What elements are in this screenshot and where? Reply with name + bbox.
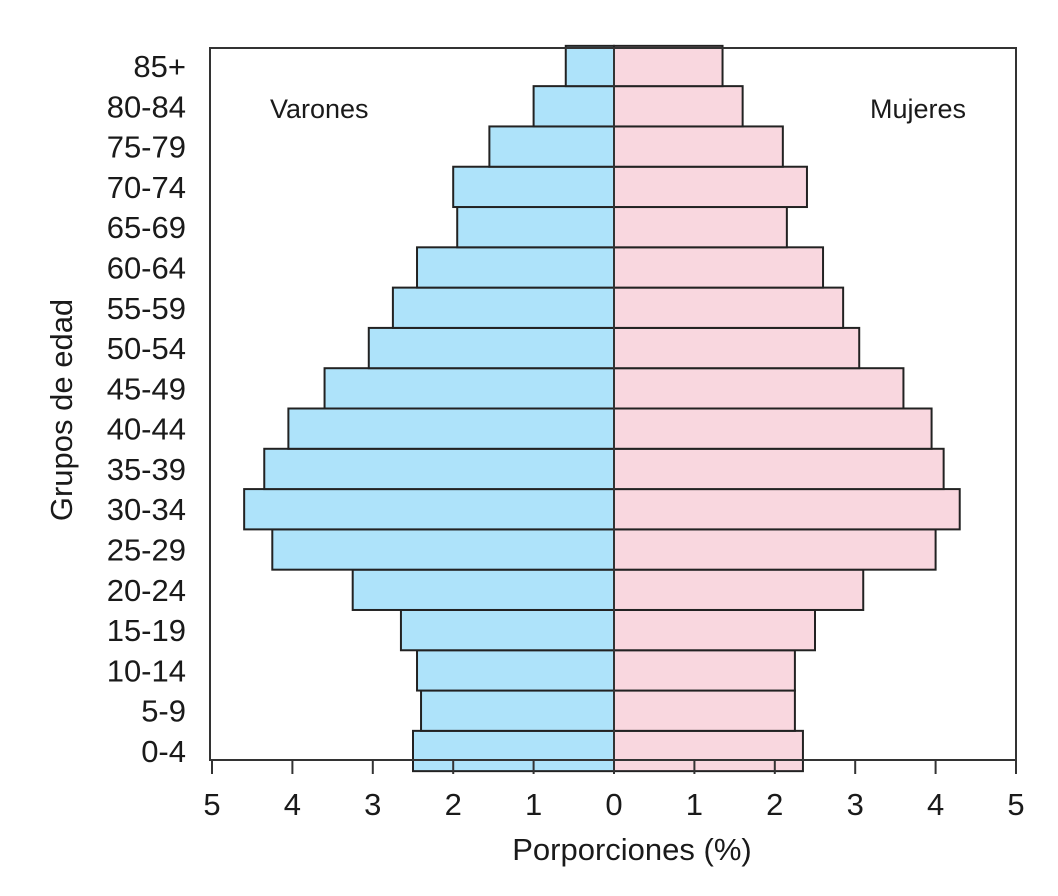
bar-mujeres-75-79 [613, 125, 784, 168]
y-tick-label: 65-69 [107, 210, 186, 245]
bar-mujeres-70-74 [613, 165, 808, 209]
bar-mujeres-80-84 [613, 85, 744, 128]
bar-varones-20-24 [351, 568, 615, 611]
y-tick-label: 20-24 [107, 573, 186, 608]
x-tick-label: 2 [445, 787, 462, 822]
bar-mujeres-10-14 [613, 649, 796, 692]
x-tick-label: 3 [364, 787, 381, 822]
x-tick-label: 4 [927, 787, 944, 822]
legend-label-varones: Varones [270, 94, 369, 124]
bar-varones-10-14 [416, 649, 615, 692]
y-tick-label: 80-84 [107, 89, 186, 124]
y-tick-label: 25-29 [107, 533, 186, 568]
y-tick-label: 75-79 [107, 130, 186, 165]
bar-varones-50-54 [367, 326, 615, 370]
x-tick-label: 3 [847, 787, 864, 822]
x-tick-label: 4 [284, 787, 301, 822]
y-tick-label: 70-74 [107, 170, 186, 205]
y-tick-label: 50-54 [107, 331, 186, 366]
y-tick-label: 10-14 [107, 653, 186, 688]
y-tick-label: 55-59 [107, 291, 186, 326]
y-tick-label: 30-34 [107, 492, 186, 527]
bar-varones-5-9 [420, 689, 616, 732]
y-axis-label: Grupos de edad [44, 299, 79, 521]
bar-varones-70-74 [452, 165, 616, 209]
x-ticks: 5 4 3 2 1 0 1 2 3 4 5 [203, 760, 1025, 822]
bar-mujeres-20-24 [613, 568, 865, 611]
x-axis-label: Porporciones (%) [512, 832, 751, 867]
y-tick-label: 60-64 [107, 250, 186, 285]
y-tick-label: 40-44 [107, 412, 186, 447]
y-tick-label: 5-9 [141, 694, 186, 729]
bars-layer [243, 44, 961, 773]
bar-mujeres-25-29 [613, 528, 937, 571]
bar-varones-0-4 [412, 729, 615, 773]
bar-varones-45-49 [323, 367, 615, 410]
bar-varones-15-19 [399, 608, 615, 652]
x-tick-label: 1 [686, 787, 703, 822]
bar-varones-85+ [564, 44, 616, 88]
bar-varones-55-59 [391, 286, 615, 329]
x-tick-label: 1 [525, 787, 542, 822]
y-tick-labels: 0-4 5-9 10-14 15-19 20-24 25-29 30-34 35-39 40-4… [107, 49, 186, 769]
bar-varones-25-29 [271, 528, 615, 571]
x-tick-label: 5 [1007, 787, 1024, 822]
x-tick-label: 2 [766, 787, 783, 822]
x-tick-label: 5 [203, 787, 220, 822]
bar-varones-60-64 [416, 246, 615, 289]
y-tick-label: 0-4 [141, 734, 186, 769]
y-tick-label: 85+ [133, 49, 186, 84]
bar-varones-35-39 [263, 447, 615, 491]
bar-mujeres-5-9 [613, 689, 796, 732]
bar-mujeres-15-19 [613, 608, 816, 652]
bar-mujeres-60-64 [613, 246, 825, 289]
bar-mujeres-55-59 [613, 286, 845, 329]
bar-varones-65-69 [456, 206, 615, 249]
x-tick-label: 0 [605, 787, 622, 822]
bar-mujeres-50-54 [613, 326, 861, 370]
bar-varones-80-84 [532, 85, 615, 128]
bar-varones-30-34 [243, 488, 615, 531]
bar-mujeres-65-69 [613, 206, 788, 249]
bar-mujeres-85+ [613, 44, 724, 88]
y-tick-label: 15-19 [107, 613, 186, 648]
bar-varones-75-79 [488, 125, 616, 168]
bar-mujeres-30-34 [613, 488, 961, 531]
bar-mujeres-45-49 [613, 367, 905, 410]
bar-mujeres-35-39 [613, 447, 945, 491]
y-tick-label: 35-39 [107, 452, 186, 487]
bar-varones-40-44 [287, 407, 615, 450]
legend-label-mujeres: Mujeres [870, 94, 966, 124]
y-tick-label: 45-49 [107, 371, 186, 406]
bar-mujeres-40-44 [613, 407, 933, 450]
